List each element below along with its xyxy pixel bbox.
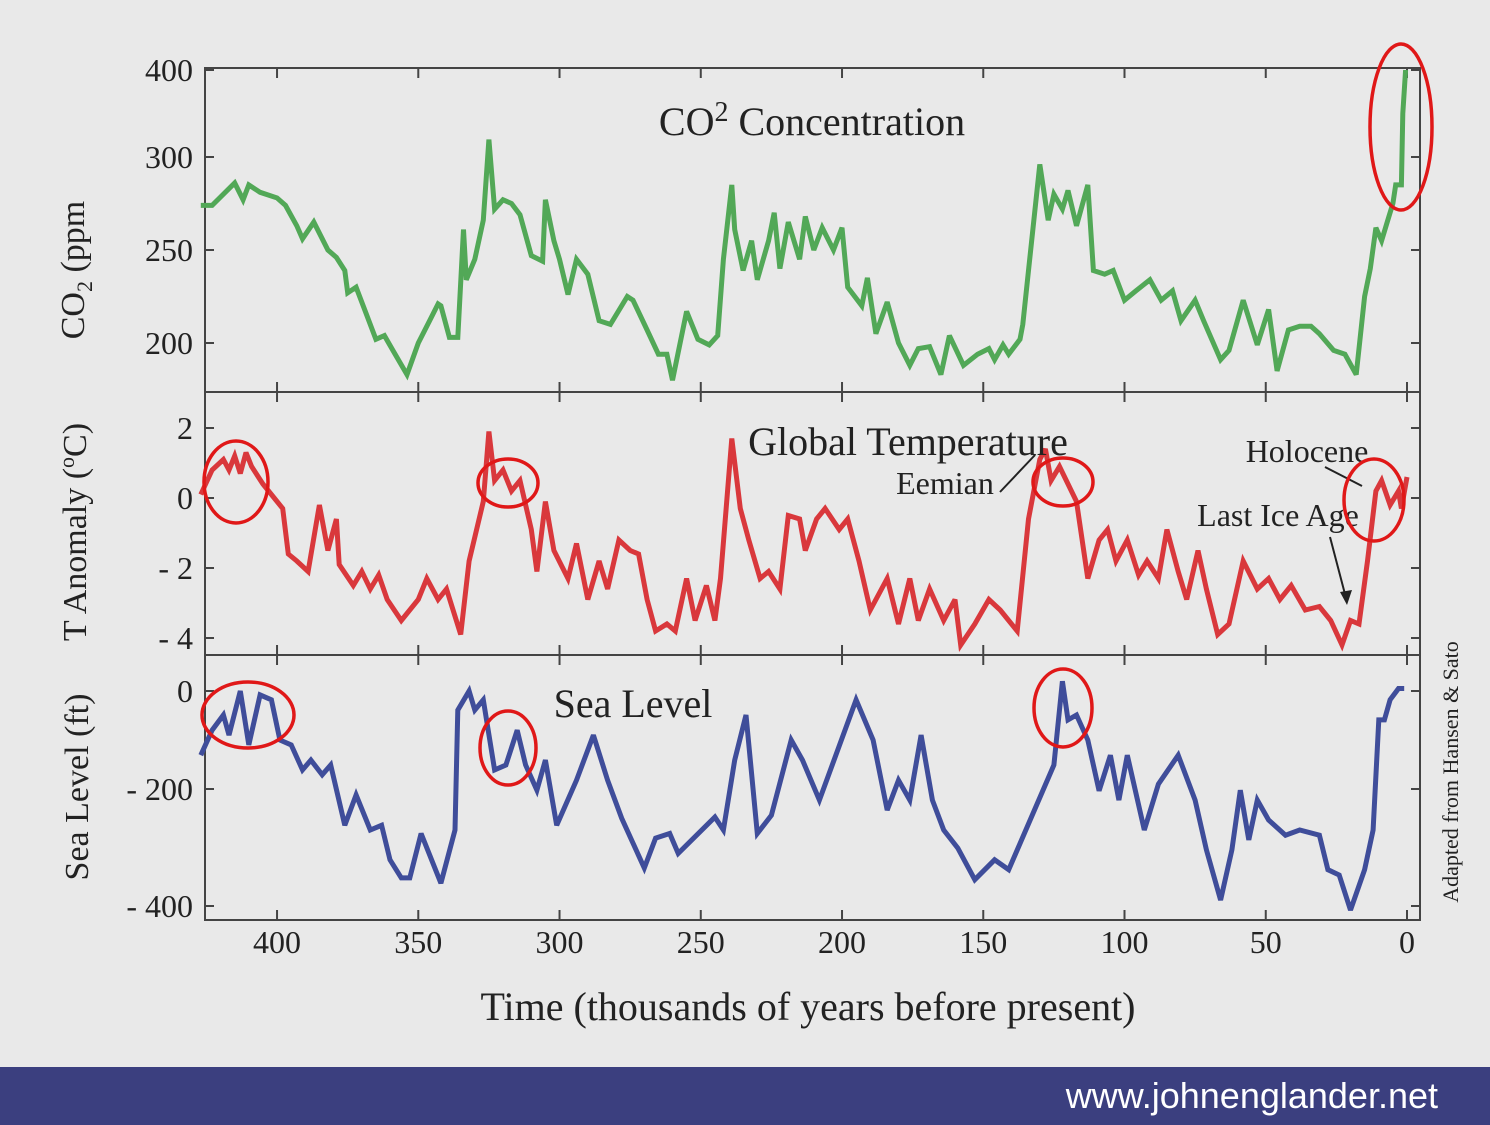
highlight-circle <box>1031 456 1095 508</box>
y-tick-label: - 4 <box>158 620 193 656</box>
footer-bar: www.johnenglander.net <box>0 1067 1490 1125</box>
credit-text: Adapted from Hansen & Sato <box>1438 641 1463 903</box>
annotation-arrow <box>999 454 1036 493</box>
panel-3: 0 - 200 - 400 Sea Level <box>126 654 1421 924</box>
paleoclimate-chart: 400 300 250 200 CO2 Concentration 2 0 - 2 - 4 Glo… <box>54 42 1463 1029</box>
panel-title: Sea Level <box>554 681 713 726</box>
series-line-co2 <box>200 69 1409 381</box>
annotation-arrow <box>1329 536 1347 599</box>
y-axis-label-temperature: T Anomaly (oC) <box>54 423 94 641</box>
x-tick-label: 0 <box>1399 924 1415 960</box>
series-line-sea-level <box>198 680 1405 911</box>
highlight-circle <box>1368 42 1434 212</box>
panel-title: Global Temperature <box>748 419 1068 464</box>
annotation-holocene: Holocene <box>1246 433 1369 469</box>
highlight-circle <box>478 709 538 787</box>
x-tick-label: 50 <box>1250 924 1282 960</box>
y-tick-label: 0 <box>177 480 193 516</box>
panel-frame <box>204 654 1421 921</box>
panel-title: CO2 Concentration <box>659 97 965 144</box>
y-axis-label-co2: CO2 (ppm <box>55 201 97 340</box>
highlight-circle <box>476 457 540 509</box>
x-tick-label: 350 <box>394 924 442 960</box>
annotation-arrow <box>1324 466 1363 487</box>
y-tick-label: 0 <box>177 673 193 709</box>
y-tick-label: 2 <box>177 410 193 446</box>
panel-1: 400 300 250 200 CO2 Concentration <box>145 52 1421 393</box>
y-tick-label: 400 <box>145 52 193 88</box>
y-tick-label: - 2 <box>158 550 193 586</box>
x-tick-label: 100 <box>1101 924 1149 960</box>
highlight-circle <box>202 439 270 525</box>
highlight-circle <box>1032 667 1094 749</box>
x-tick-label: 250 <box>677 924 725 960</box>
arrowhead-icon <box>1340 590 1352 605</box>
y-tick-label: 250 <box>145 232 193 268</box>
series-line-temperature <box>198 431 1410 652</box>
y-tick-label: - 200 <box>126 771 193 807</box>
y-tick-label: 200 <box>145 325 193 361</box>
x-axis-label: Time (thousands of years before present) <box>480 984 1135 1029</box>
annotation-eemian: Eemian <box>896 465 994 501</box>
x-tick-label: 150 <box>959 924 1007 960</box>
y-axis-label-sea-level: Sea Level (ft) <box>59 694 96 881</box>
x-tick-label: 300 <box>536 924 584 960</box>
highlight-circle <box>200 680 296 750</box>
x-tick-label: 400 <box>253 924 301 960</box>
x-tick-label: 200 <box>818 924 866 960</box>
website-link[interactable]: www.johnenglander.net <box>1065 1075 1438 1116</box>
y-tick-label: - 400 <box>126 888 193 924</box>
highlight-circle <box>1342 457 1406 543</box>
annotation-last-ice-age: Last Ice Age <box>1197 497 1359 533</box>
y-tick-label: 300 <box>145 139 193 175</box>
